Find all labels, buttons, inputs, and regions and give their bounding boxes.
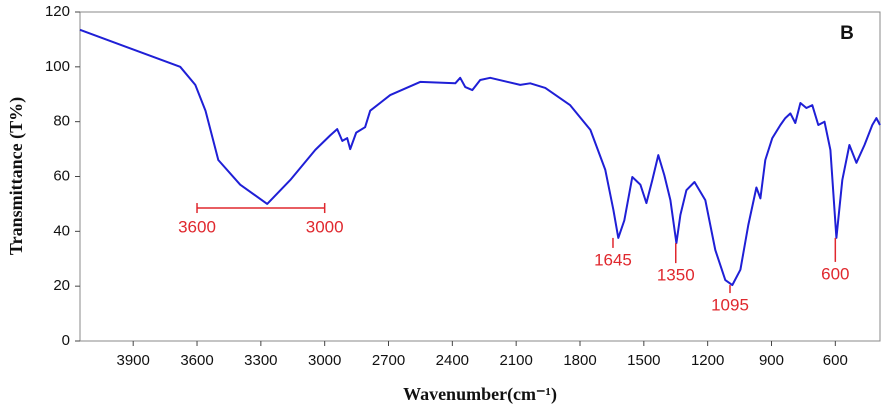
- x-tick-label: 900: [759, 352, 784, 369]
- y-axis-title: Transmittance (T%): [6, 97, 27, 255]
- y-tick-label: 20: [53, 277, 70, 294]
- x-tick-label: 3300: [244, 352, 277, 369]
- spectrum-line: [79, 28, 881, 287]
- peak-label: 1645: [594, 250, 632, 269]
- panel-label: B: [840, 23, 854, 44]
- plot-frame: [79, 11, 881, 342]
- x-tick-label: 3000: [308, 352, 341, 369]
- y-tick-label: 80: [53, 113, 70, 130]
- peak-label: 1350: [657, 266, 695, 285]
- x-tick-label: 1800: [563, 352, 596, 369]
- y-tick-label: 120: [45, 3, 70, 20]
- y-tick-label: 0: [62, 332, 70, 349]
- x-tick-label: 600: [823, 352, 848, 369]
- range-label: 3000: [306, 218, 344, 237]
- range-label: 3600: [178, 218, 216, 237]
- x-axis-title: Wavenumber(cm⁻¹): [403, 384, 557, 405]
- x-tick-label: 1200: [691, 352, 724, 369]
- x-tick-label: 2100: [499, 352, 532, 369]
- x-tick-label: 1500: [627, 352, 660, 369]
- x-tick-label: 3600: [180, 352, 213, 369]
- peak-label: 600: [821, 264, 849, 283]
- y-tick-label: 60: [53, 167, 70, 184]
- y-tick-label: 100: [45, 58, 70, 75]
- x-tick-label: 3900: [117, 352, 150, 369]
- peak-label: 1095: [711, 296, 749, 315]
- x-tick-label: 2700: [372, 352, 405, 369]
- y-tick-label: 40: [53, 222, 70, 239]
- x-tick-label: 2400: [436, 352, 469, 369]
